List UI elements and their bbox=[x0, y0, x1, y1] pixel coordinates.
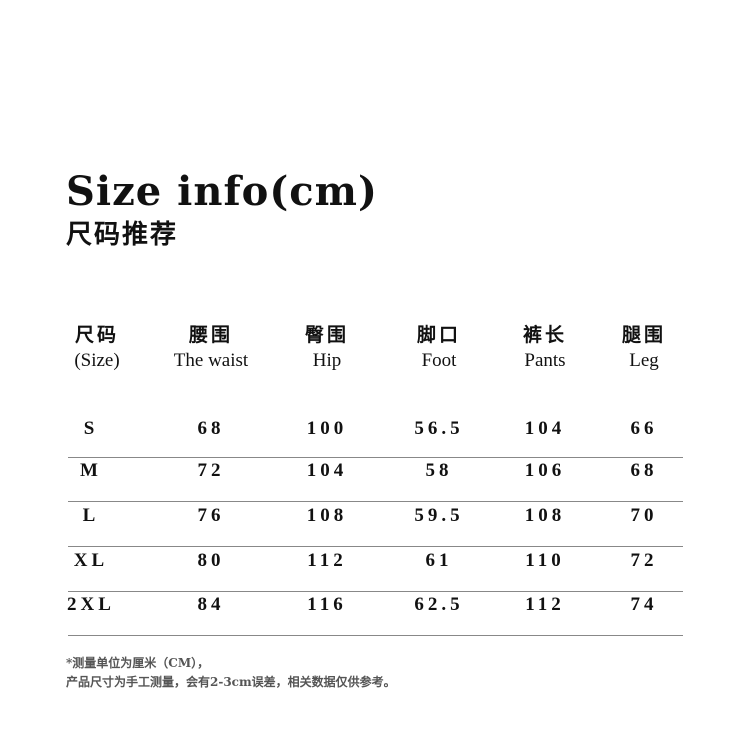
value-cell: 72 bbox=[197, 460, 225, 481]
column-header: 臀围 Hip bbox=[267, 322, 387, 374]
value-cell: 100 bbox=[306, 418, 348, 439]
value-cell: 62.5 bbox=[414, 594, 464, 615]
value-cell: 112 bbox=[525, 594, 565, 615]
column-header-en: The waist bbox=[173, 350, 249, 371]
value-cell: 59.5 bbox=[414, 505, 464, 526]
table-row: S 68 100 56.5 104 66 bbox=[68, 412, 683, 458]
column-header-zh: 腰围 bbox=[188, 324, 233, 346]
value-cell: 108 bbox=[306, 505, 348, 526]
value-cell: 108 bbox=[524, 505, 566, 526]
column-header-zh: 裤长 bbox=[522, 324, 567, 346]
table-row: XL 80 112 61 110 72 bbox=[68, 546, 683, 592]
size-cell: L bbox=[82, 505, 100, 526]
column-header-en: Foot bbox=[421, 350, 457, 371]
footnote: *测量单位为厘米（CM）， 产品尺寸为手工测量，会有2-3cm误差，相关数据仅供… bbox=[66, 654, 396, 692]
table-row: L 76 108 59.5 108 70 bbox=[68, 501, 683, 547]
column-header: 脚口 Foot bbox=[379, 322, 499, 374]
value-cell: 61 bbox=[425, 550, 453, 571]
value-cell: 76 bbox=[197, 505, 225, 526]
table-row: M 72 104 58 106 68 bbox=[68, 456, 683, 502]
value-cell: 70 bbox=[630, 505, 658, 526]
value-cell: 74 bbox=[630, 594, 658, 615]
column-header: 尺码 (Size) bbox=[37, 322, 157, 374]
value-cell: 68 bbox=[630, 460, 658, 481]
footnote-line: 产品尺寸为手工测量，会有2-3cm误差，相关数据仅供参考。 bbox=[66, 675, 396, 689]
column-header-en: (Size) bbox=[74, 350, 120, 371]
value-cell: 66 bbox=[630, 418, 658, 439]
value-cell: 84 bbox=[197, 594, 225, 615]
value-cell: 112 bbox=[307, 550, 347, 571]
column-header-zh: 尺码 bbox=[74, 324, 119, 346]
value-cell: 72 bbox=[630, 550, 658, 571]
column-header-en: Leg bbox=[629, 350, 659, 371]
column-header: 裤长 Pants bbox=[485, 322, 605, 374]
value-cell: 104 bbox=[524, 418, 566, 439]
column-header-zh: 腿围 bbox=[621, 324, 666, 346]
size-cell: XL bbox=[73, 550, 109, 571]
size-cell: S bbox=[83, 418, 99, 439]
footnote-line: *测量单位为厘米（CM）， bbox=[66, 656, 210, 670]
value-cell: 58 bbox=[425, 460, 453, 481]
page-subtitle: 尺码推荐 bbox=[66, 220, 179, 250]
value-cell: 110 bbox=[525, 550, 565, 571]
column-header: 腿围 Leg bbox=[584, 322, 704, 374]
value-cell: 104 bbox=[306, 460, 348, 481]
page-title: Size info(cm) bbox=[66, 168, 378, 215]
column-header: 腰围 The waist bbox=[151, 322, 271, 374]
value-cell: 106 bbox=[524, 460, 566, 481]
column-header-zh: 臀围 bbox=[304, 324, 349, 346]
value-cell: 68 bbox=[197, 418, 225, 439]
value-cell: 80 bbox=[197, 550, 225, 571]
column-header-en: Pants bbox=[524, 350, 566, 371]
value-cell: 56.5 bbox=[414, 418, 464, 439]
table-row: 2XL 84 116 62.5 112 74 bbox=[67, 590, 683, 636]
size-cell: M bbox=[80, 460, 102, 481]
size-cell: 2XL bbox=[67, 594, 115, 615]
column-header-en: Hip bbox=[312, 350, 342, 371]
value-cell: 116 bbox=[307, 594, 347, 615]
column-header-zh: 脚口 bbox=[416, 324, 461, 346]
